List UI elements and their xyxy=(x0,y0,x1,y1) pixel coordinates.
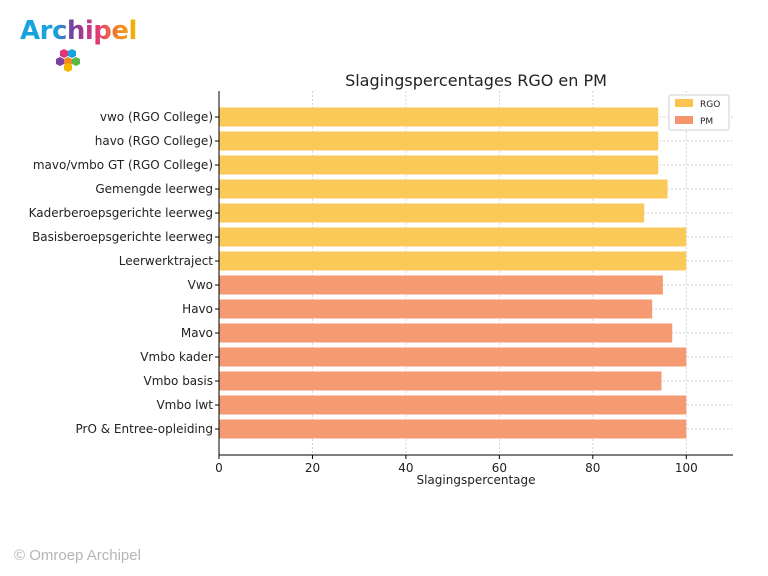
category-labels: vwo (RGO College) havo (RGO College) mavo/… xyxy=(29,110,219,436)
x-tick-label: 80 xyxy=(585,461,600,475)
category-label: Kaderberoepsgerichte leerweg xyxy=(29,206,213,220)
category-label: havo (RGO College) xyxy=(95,134,213,148)
category-label: Vwo xyxy=(188,278,213,292)
legend-label-pm: PM xyxy=(700,117,713,127)
category-label: Vmbo basis xyxy=(144,374,213,388)
category-label: vwo (RGO College) xyxy=(100,110,213,124)
bar-pm xyxy=(219,347,687,367)
bar-pm xyxy=(219,371,662,391)
x-tick-label: 100 xyxy=(675,461,698,475)
chart-title: Slagingspercentages RGO en PM xyxy=(345,71,607,90)
bar-pm xyxy=(219,419,687,439)
archipel-logo: Archipel xyxy=(18,14,137,76)
bar-rgo xyxy=(219,155,659,175)
x-tick-label: 0 xyxy=(215,461,223,475)
bar-rgo xyxy=(219,179,668,199)
legend: RGO PM xyxy=(668,94,730,131)
copyright-notice: © Omroep Archipel xyxy=(14,547,141,564)
bar-pm xyxy=(219,323,673,343)
x-axis-label: Slagingspercentage xyxy=(416,473,535,487)
category-label: Basisberoepsgerichte leerweg xyxy=(32,230,213,244)
bar-rgo xyxy=(219,107,659,127)
category-label: Leerwerktraject xyxy=(119,254,214,268)
hexagon-cluster-icon xyxy=(56,49,80,72)
bar-pm xyxy=(219,299,653,319)
bar-rgo xyxy=(219,203,645,223)
bar-pm xyxy=(219,395,687,415)
category-label: Havo xyxy=(182,302,213,316)
category-label: Vmbo kader xyxy=(140,350,213,364)
bar-pm xyxy=(219,275,663,295)
category-label: Mavo xyxy=(181,326,213,340)
category-label: PrO & Entree-opleiding xyxy=(76,422,213,436)
bar-rgo xyxy=(219,251,687,271)
legend-swatch-rgo xyxy=(675,99,693,107)
category-label: Gemengde leerweg xyxy=(95,182,213,196)
category-label: mavo/vmbo GT (RGO College) xyxy=(33,158,213,172)
category-label: Vmbo lwt xyxy=(156,398,213,412)
x-tick-label: 60 xyxy=(492,461,507,475)
bar-rgo xyxy=(219,227,687,247)
bars xyxy=(219,107,687,439)
bar-rgo xyxy=(219,131,659,151)
legend-swatch-pm xyxy=(675,116,693,124)
x-tick-label: 20 xyxy=(305,461,320,475)
logo-text: Archipel xyxy=(20,16,137,46)
x-tick-label: 40 xyxy=(398,461,413,475)
legend-label-rgo: RGO xyxy=(700,100,720,110)
x-axis-ticks: 0 20 40 60 80 100 xyxy=(215,455,698,475)
